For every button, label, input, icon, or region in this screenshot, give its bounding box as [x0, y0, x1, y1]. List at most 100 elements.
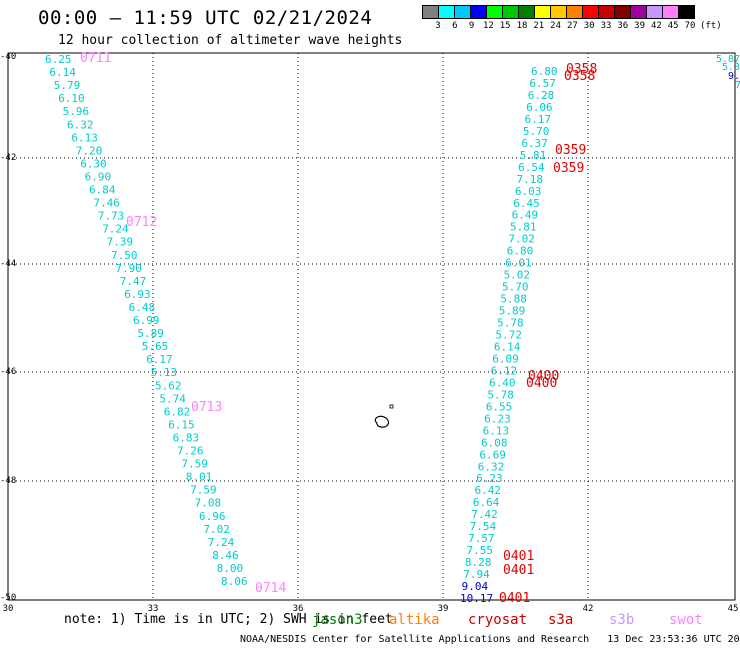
wave-height-label: 6.82 [164, 405, 191, 418]
wave-height-label: 7.57 [468, 532, 495, 545]
wave-height-label: 8.00 [217, 562, 244, 575]
wave-height-label: 6.12 [491, 364, 517, 377]
island-outline [374, 415, 390, 428]
wave-height-label: 7.42 [471, 508, 498, 521]
y-tick-label: -44 [0, 259, 16, 269]
satellite-legend-item: s3a [548, 612, 574, 628]
wave-height-label: 5.96 [63, 105, 90, 118]
x-tick-label: 39 [438, 604, 449, 614]
wave-height-label: 6.06 [526, 101, 553, 114]
wave-height-label: 6.64 [473, 496, 500, 509]
wave-height-label: 6.17 [525, 113, 552, 126]
wave-height-label: 6.84 [89, 184, 116, 197]
color-scale-label: 3 [435, 21, 441, 31]
wave-height-label: 5.70 [502, 281, 529, 294]
wave-height-label: 5.30 [722, 62, 740, 73]
wave-height-label: 5.13 [151, 366, 178, 379]
wave-height-label: 6.10 [58, 92, 84, 105]
wave-height-label: 6.03 [515, 185, 542, 198]
wave-height-label: 9.04 [462, 580, 489, 593]
wave-height-label: 6.80 [507, 245, 533, 258]
satellite-legend-item: altika [389, 612, 440, 628]
wave-height-label: 7.90 [115, 262, 141, 275]
color-scale-label: 33 [600, 21, 612, 31]
wave-height-label: 8.28 [465, 556, 492, 569]
wave-height-label: 5.89 [137, 327, 164, 340]
wave-height-label: 7.55 [466, 544, 493, 557]
wave-height-label: 8.06 [221, 575, 248, 588]
wave-height-label: 6.55 [486, 400, 513, 413]
color-scale-label: 6 [452, 21, 458, 31]
wave-height-label: 6.01 [505, 257, 532, 270]
wave-height-label: 7.59 [190, 484, 217, 497]
color-scale-label: 42 [650, 21, 662, 31]
wave-height-label: 6.42 [475, 484, 502, 497]
wave-height-label: 6.13 [483, 424, 510, 437]
color-scale-label: 45 [667, 21, 679, 31]
y-tick-label: -50 [0, 593, 16, 603]
pass-time-label: 0713 [191, 400, 222, 415]
wave-height-label: 7.39 [107, 236, 134, 249]
y-tick-label: -46 [0, 367, 16, 377]
wave-height-label: 5.74 [159, 392, 186, 405]
wave-height-label: 6.80 [531, 65, 558, 78]
wave-height-label: 6.32 [478, 460, 505, 473]
wave-height-label: 8.46 [212, 549, 239, 562]
page-title: 00:00 – 11:59 UTC 02/21/2024 [38, 7, 373, 29]
pass-time-label: 0358 [564, 69, 595, 84]
wave-height-label: 5.87 [716, 54, 740, 65]
wave-height-label: 6.40 [489, 376, 515, 389]
wave-height-label: 7.73 [98, 210, 125, 223]
footnote: note: 1) Time is in UTC; 2) SWH is in fe… [64, 612, 393, 627]
wave-height-label: 7.54 [470, 520, 497, 533]
y-tick-label: -48 [0, 476, 16, 486]
wave-height-label: 6.23 [484, 412, 511, 425]
color-scale-label: 15 [499, 21, 511, 31]
wave-height-label: 5.89 [499, 305, 526, 318]
wave-height-label: 6.37 [521, 137, 548, 150]
wave-height-label: 6.45 [513, 197, 540, 210]
wave-height-label: 7.94 [463, 568, 490, 581]
color-scale-label: 18 [516, 21, 528, 31]
wave-height-label: 7.24 [102, 223, 129, 236]
wave-height-label: 6.23 [476, 472, 503, 485]
wave-height-label: 6.09 [492, 352, 518, 365]
color-scale-label: 36 [617, 21, 629, 31]
wave-height-label: 7.50 [111, 249, 138, 262]
pass-time-label: 0359 [553, 161, 584, 176]
color-scale-label: 27 [566, 21, 578, 31]
pass-time-label: 0714 [255, 581, 286, 596]
wave-height-label: 7.47 [120, 275, 147, 288]
satellite-legend-item: jason3 [312, 612, 363, 628]
wave-height-label: 7.02 [203, 523, 230, 536]
satellite-legend-item: cryosat [468, 612, 528, 628]
wave-height-label: 6.90 [85, 170, 112, 183]
wave-height-label: 7.26 [177, 445, 204, 458]
color-scale-label: 21 [533, 21, 545, 31]
map-frame [7, 52, 736, 601]
color-scale-label: 9 [468, 21, 475, 31]
y-tick-label: -40 [0, 52, 16, 62]
wave-height-label: 9. [728, 71, 740, 82]
wave-height-label: 5.72 [496, 329, 523, 342]
wave-height-label: 6.13 [71, 131, 98, 144]
wave-height-label: 7.08 [195, 497, 222, 510]
satellite-legend-item: s3b [609, 612, 635, 628]
wave-height-label: 5.62 [155, 379, 182, 392]
wave-height-label: 6.17 [146, 353, 173, 366]
color-scale-labels: 3 6 9 12 15 18 21 24 27 30 33 36 39 42 45 70 (ft) [422, 21, 732, 33]
pass-time-label: 0711 [80, 51, 111, 66]
pass-time-label: 0401 [503, 549, 534, 564]
x-tick-label: 45 [728, 604, 739, 614]
color-swatch [678, 5, 695, 19]
wave-height-label: 8.01 [186, 471, 213, 484]
pass-time-label: 0400 [526, 376, 557, 391]
color-scale-label: (ft) [699, 21, 722, 31]
wave-height-label: 7 [735, 80, 740, 91]
pass-time-label: 0400 [528, 369, 559, 384]
wave-height-label: 6.99 [133, 314, 160, 327]
wave-height-label: 7.02 [508, 233, 534, 246]
wave-height-label: 6.54 [518, 161, 545, 174]
wave-height-label: 6.96 [199, 510, 226, 523]
